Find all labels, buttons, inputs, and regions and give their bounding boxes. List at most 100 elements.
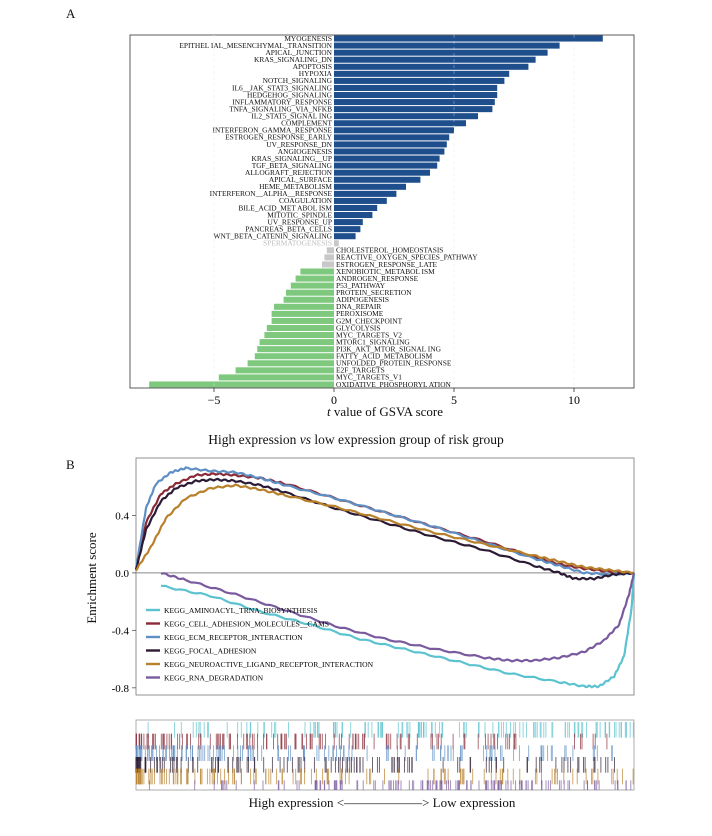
bar [334,70,510,77]
bar-label: APOPTOSIS [293,62,332,71]
bar-label: G2M_CHECKPOINT [336,316,403,325]
bar [334,212,373,219]
chart-b-ylabel: Enrichment score [84,532,99,624]
bar-label: SPERMATOGENESIS [263,239,332,248]
series-line [134,466,635,577]
x-tick-label: 0 [331,393,337,407]
y-tick-label: -0.4 [112,625,130,637]
bar-label: MTORC1_SIGNALING [336,337,410,346]
bar-label: COMPLEMENT [281,119,332,128]
bar [247,360,334,367]
legend-label: KEGG_FOCAL_ADHESION [164,647,257,656]
bar-label: CHOLESTEROL_HOMEOSTASIS [336,246,443,255]
bar-label: HEDGEHOG_SIGNALING [247,90,333,99]
bar-label: FATTY_ACID_METABOLISM [336,352,433,361]
bar [324,254,334,261]
bar-label: IL2_STAT5_SIGNAL ING [251,112,332,121]
x-tick-label: −5 [208,393,221,407]
bar-label: KRAS_SIGNALING__UP [252,154,332,163]
bar-label: PI3K_AKT_MTOR_SIGNAL ING [336,345,442,354]
bar-label: PEROXISOME [336,309,384,318]
bar-label: E2F_TARGETS [336,366,385,375]
bar-label: GLYCOLYSIS [336,323,381,332]
bar-label: MITOTIC_SPINDLE [267,210,332,219]
chart-a-xlabel: t value of GSVA score [326,404,444,419]
bar-label: ANGIOGENESIS [278,147,332,156]
bar [334,219,363,226]
bar [334,99,495,106]
bar [286,289,334,296]
bar [271,317,334,324]
legend-label: KEGG_AMINOACYL_TRNA_BIOSYNTHESIS [164,606,318,615]
bar-label: ADIPOGENESIS [336,295,389,304]
bar [334,240,339,247]
y-tick-label: 0.4 [115,510,129,522]
bar [334,190,397,197]
y-tick-label: 0.0 [115,568,129,580]
bar-label: WNT_BETA_CATENIN_SIGNALING [214,232,333,241]
bar [254,353,334,360]
bar [218,374,334,381]
bar-label: ESTROGEN_RESPONSE_LATE [336,260,437,269]
bar-label: NOTCH_SIGNALING [263,76,333,85]
bar-label: MYC_TARGETS_V2 [336,330,402,339]
bar-label: INTERFERON_GAMMA_RESPONSE [213,126,333,135]
bar-label: APICAL_SURFACE [269,175,333,184]
bar [334,127,454,134]
bar [235,367,334,374]
bar [334,148,445,155]
bar [264,332,334,339]
bar [334,84,498,91]
bar [290,282,334,289]
legend-label: KEGG_RNA_DEGRADATION [164,674,264,683]
bar [257,346,334,353]
barcode-frame [135,719,635,791]
bar-label: ALLOGRAFT_REJECTION [245,168,333,177]
bar-label: MYOGENESIS [284,34,332,43]
panel-a-label: A [66,6,76,21]
panel-b-label: B [66,457,75,472]
bar [334,176,421,183]
bar-label: P53_PATHWAY [336,281,386,290]
bar-label: APICAL_JUNCTION [265,48,332,57]
bar-label: MYC_TARGETS_V1 [336,373,402,382]
bar-label: IL6__JAK_STAT3_SIGNALING [232,83,333,92]
series-line [160,572,636,689]
bar [334,56,536,63]
bar [334,120,466,127]
bar [259,339,334,346]
bar [334,226,361,233]
series-line [160,572,636,663]
bar [334,134,450,141]
bar-label: COAGULATION [279,196,333,205]
bar-label: UV_RESPONSE_DN [266,140,332,149]
bar [334,197,387,204]
bar [322,261,334,268]
bar-label: INFLAMMATORY_RESPONSE [232,97,332,106]
bar-label: INTERFERON__ALPHA__RESPONSE [210,189,333,198]
bar [334,63,529,70]
bar-label: XENOBIOTIC_METABOL ISM [336,267,435,276]
chart-a-caption: High expression vs low expression group … [208,432,504,447]
plot-frame [135,457,635,696]
bar [334,169,430,176]
bar [334,204,378,211]
series-line [135,483,635,575]
legend-label: KEGG_CELL_ADHESION_MOLECULES__CAMS [164,620,329,629]
bar-label: OXIDATIVE_PHOSPHORYL ATION [336,380,452,389]
bar-label: UV_RESPONSE_UP [268,217,332,226]
bar [295,275,334,282]
series-line [134,477,635,581]
bar-label: EPITHEL IAL_MESENCHYMAL_TRANSITION [179,41,332,50]
bar-label: TNFA_SIGNALING_VIA_NFKB [229,104,332,113]
bar [334,106,493,113]
bar [149,381,334,388]
bar [334,155,440,162]
bar [334,49,548,56]
legend-label: KEGG_NEUROACTIVE_LIGAND_RECEPTOR_INTERAC… [164,660,374,669]
bar-label: PANCREAS_BETA_CELLS [245,224,332,233]
bar [274,303,334,310]
bar [334,113,478,120]
bar [334,91,498,99]
